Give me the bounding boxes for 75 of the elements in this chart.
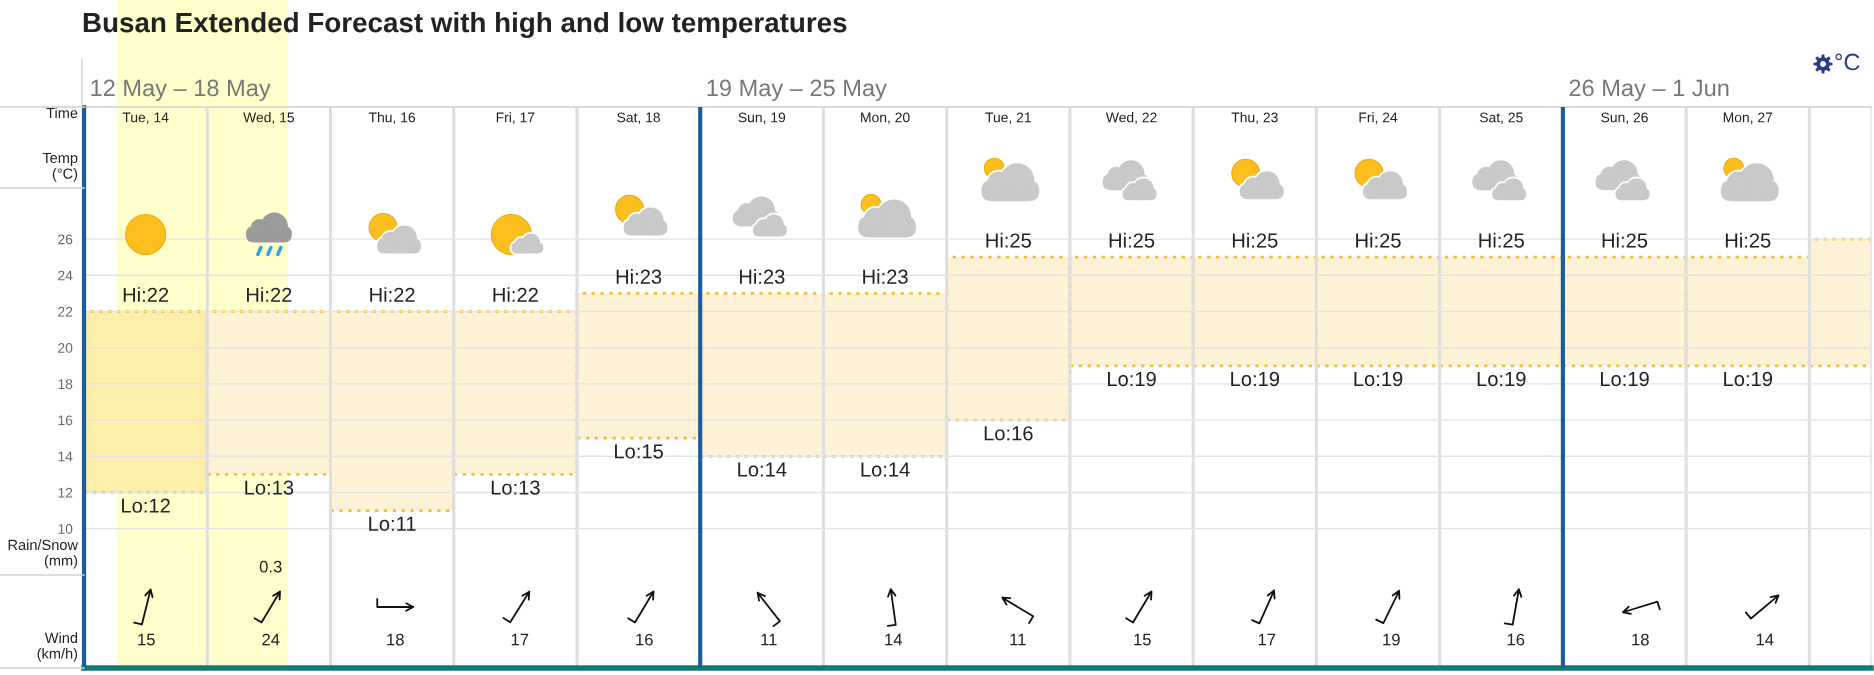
x-tick-label: Tue, 14 [122, 112, 169, 124]
chart-title: Busan Extended Forecast with high and low temperatures [83, 11, 847, 39]
annotation: Hi:23 [739, 269, 785, 284]
data-label: 24 [262, 633, 280, 646]
annotation: Lo:19 [1231, 371, 1280, 387]
annotation: Lo:19 [1724, 371, 1772, 387]
annotation: Hi:22 [493, 287, 538, 302]
x-tick-label: Sun, 19 [738, 112, 786, 124]
x-tick-label: Sun, 26 [1601, 112, 1648, 124]
annotation: Lo:19 [1108, 371, 1156, 387]
data-label: 16 [1507, 633, 1525, 646]
data-label: 18 [1632, 633, 1649, 646]
data-label: 14 [885, 633, 903, 646]
annotation: Hi:22 [370, 287, 415, 302]
data-label: 19 [1383, 633, 1400, 646]
annotation: Lo:19 [1477, 371, 1526, 387]
x-tick-label: Mon, 27 [1723, 112, 1773, 124]
data-label: 18 [387, 633, 404, 646]
x-axis-title: Time [46, 107, 78, 119]
annotation: Hi:23 [863, 269, 908, 284]
annotation: Lo:15 [615, 444, 663, 459]
text: 19 May – 25 May [707, 79, 887, 101]
x-tick-label: Tue, 21 [985, 112, 1031, 124]
y-tick-label: 20 [58, 343, 73, 353]
annotation: Hi:22 [247, 287, 292, 302]
text: Wind (km/h) [37, 632, 78, 662]
y-tick-label: 18 [58, 379, 73, 390]
data-label: 11 [761, 633, 777, 646]
annotation: Lo:13 [491, 480, 540, 495]
data-label: 17 [511, 633, 529, 646]
annotation: Lo:19 [1600, 371, 1649, 387]
annotation: Hi:23 [616, 269, 662, 284]
data-label: 15 [138, 633, 155, 646]
data-label: 0.3 [259, 560, 282, 573]
annotation: Lo:14 [861, 462, 910, 477]
annotation: Lo:13 [245, 480, 294, 495]
annotation: Lo:14 [738, 462, 787, 477]
annotation: Hi:25 [1109, 232, 1155, 248]
y-tick-label: 16 [58, 415, 73, 426]
annotation: Hi:25 [1479, 232, 1524, 248]
y-axis-title: Temp (°C) [42, 152, 78, 182]
annotation: Lo:16 [984, 426, 1033, 441]
x-tick-label: Fri, 24 [1359, 112, 1398, 124]
annotation: Lo:11 [369, 516, 416, 531]
y-tick-label: 26 [58, 234, 73, 245]
y-tick-label: 10 [58, 523, 73, 534]
annotation: Hi:25 [986, 232, 1031, 248]
annotation: Hi:25 [1356, 232, 1401, 248]
x-tick-label: Thu, 23 [1231, 112, 1278, 124]
x-tick-label: Mon, 20 [861, 112, 910, 124]
annotation: Hi:25 [1232, 232, 1278, 248]
annotation: Hi:22 [123, 287, 169, 302]
data-label: 14 [1756, 633, 1774, 646]
x-tick-label: Wed, 22 [1105, 112, 1157, 124]
data-label: 17 [1258, 633, 1276, 646]
x-tick-label: Sat, 25 [1479, 112, 1523, 124]
x-tick-label: Thu, 16 [368, 112, 416, 124]
x-tick-label: Sat, 18 [617, 112, 660, 124]
annotation: Hi:25 [1602, 232, 1648, 248]
x-tick-label: Wed, 15 [243, 112, 295, 124]
y-tick-label: 14 [58, 451, 73, 462]
y-tick-label: 24 [58, 270, 73, 281]
annotation: Lo:12 [122, 498, 170, 513]
text: 26 May – 1 Jun [1569, 79, 1729, 101]
annotation: Lo:19 [1354, 371, 1403, 387]
text: °C [1835, 53, 1860, 71]
data-label: 16 [636, 633, 653, 646]
x-tick-label: Fri, 17 [496, 112, 535, 124]
annotation: Hi:25 [1725, 232, 1771, 248]
text: 12 May – 18 May [91, 79, 271, 101]
data-label: 11 [1010, 633, 1026, 646]
y-tick-label: 22 [58, 306, 73, 317]
data-label: 15 [1134, 633, 1151, 646]
y-tick-label: 12 [58, 487, 73, 498]
text: Rain/Snow (mm) [8, 539, 79, 569]
